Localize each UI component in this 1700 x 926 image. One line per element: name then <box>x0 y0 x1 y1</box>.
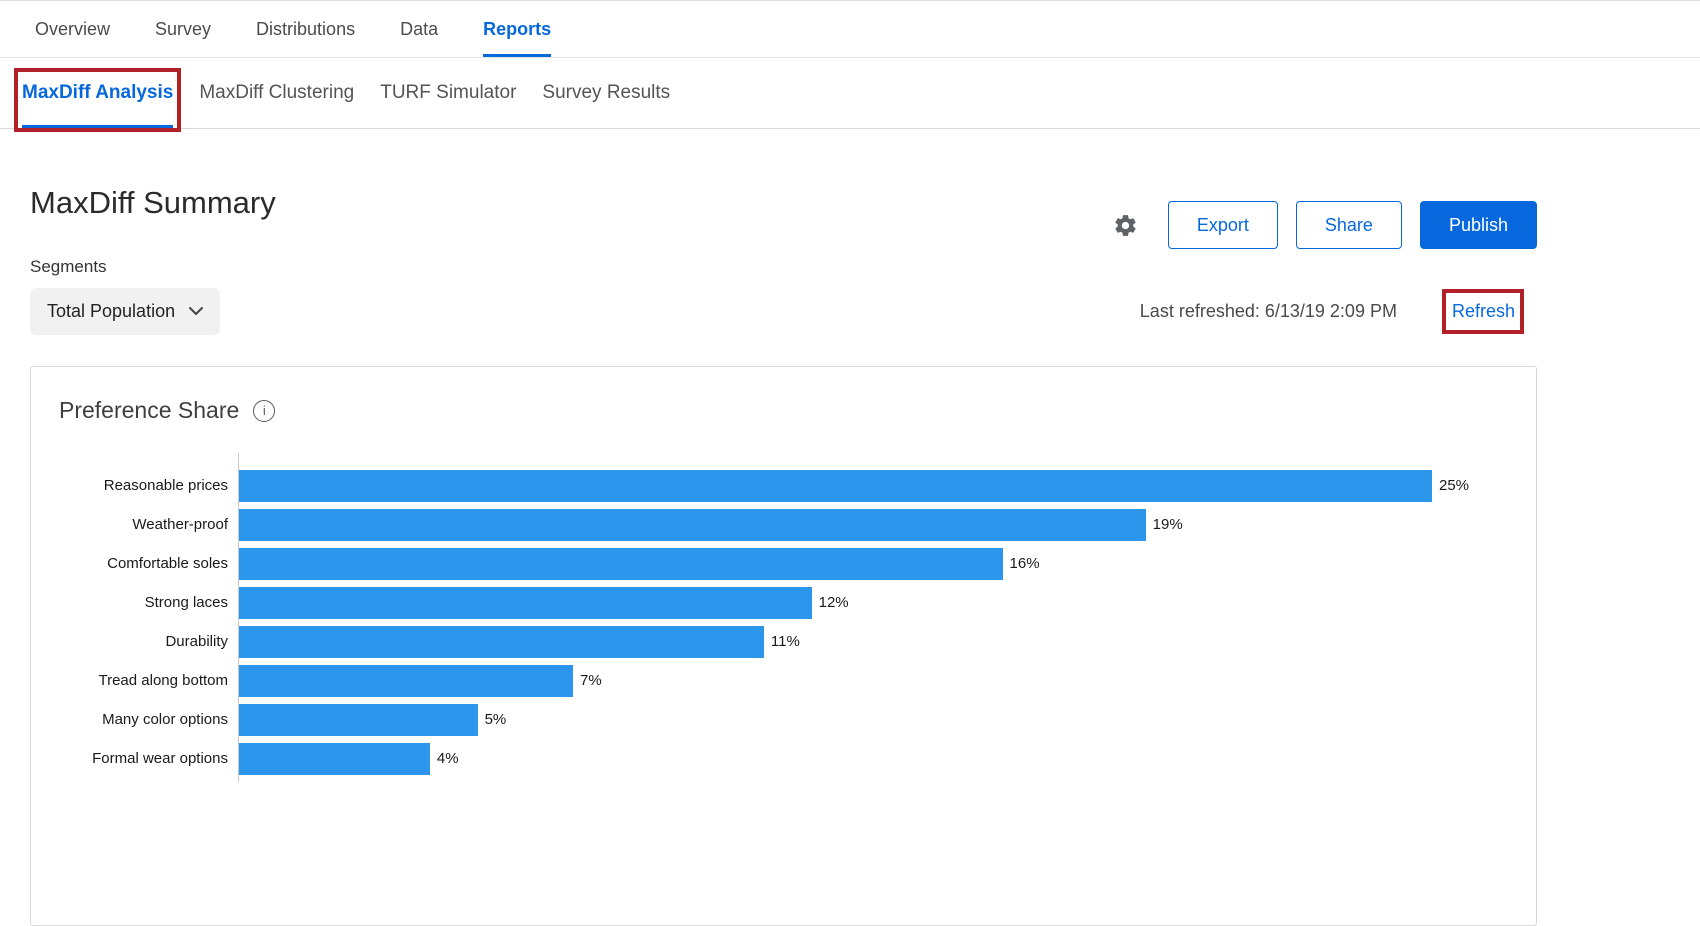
maxdiff-report-page: { "top_nav": { "items": [ { "label": "Ov… <box>0 0 1700 846</box>
page-title: MaxDiff Summary <box>30 185 276 220</box>
main-content: MaxDiff Summary Export Share Publish Seg… <box>30 129 1537 926</box>
top-nav: Overview Survey Distributions Data Repor… <box>0 1 1700 58</box>
bar-category-label: Durability <box>165 633 228 650</box>
chevron-down-icon <box>189 307 204 315</box>
bar <box>239 508 1146 541</box>
segments-row: Total Population Last refreshed: 6/13/19… <box>30 288 1537 335</box>
bar-area: 19% <box>238 505 1536 544</box>
chart-row: Durability 11% <box>59 622 1536 661</box>
subtab-label: MaxDiff Analysis <box>22 82 174 103</box>
bar-area: 11% <box>238 622 1536 661</box>
bar <box>239 469 1432 502</box>
segments-dropdown[interactable]: Total Population <box>30 288 221 335</box>
chart-rows: Reasonable prices 25% Weather-proof 19% Comf… <box>59 453 1536 782</box>
card-title: Preference Share <box>59 397 240 423</box>
bar-area: 12% <box>238 583 1536 622</box>
bar-value-label: 5% <box>484 711 507 728</box>
chart-row: Strong laces 12% <box>59 583 1536 622</box>
bar-area: 7% <box>238 661 1536 700</box>
tab-data[interactable]: Data <box>400 18 439 39</box>
tab-survey[interactable]: Survey <box>155 18 212 39</box>
bar <box>239 703 478 736</box>
bar-category-label: Weather-proof <box>132 516 228 533</box>
bar <box>239 625 764 658</box>
bar-value-label: 19% <box>1152 516 1183 533</box>
tab-overview[interactable]: Overview <box>35 18 111 39</box>
segments-label: Segments <box>30 257 107 276</box>
bar-value-label: 7% <box>580 672 602 689</box>
refresh-link[interactable]: Refresh <box>1451 301 1515 321</box>
preference-share-chart: Reasonable prices 25% Weather-proof 19% Comf… <box>59 453 1536 782</box>
refresh-area: Last refreshed: 6/13/19 2:09 PM Refresh <box>1139 289 1524 334</box>
last-refreshed-text: Last refreshed: 6/13/19 2:09 PM <box>1139 301 1397 321</box>
subtab-survey-results[interactable]: Survey Results <box>542 82 671 103</box>
bar-value-label: 4% <box>436 750 459 767</box>
bar-category-label: Strong laces <box>144 594 228 611</box>
bar-category-label: Reasonable prices <box>103 477 228 494</box>
bar-value-label: 12% <box>818 594 849 611</box>
settings-gear-icon[interactable] <box>1113 213 1138 238</box>
chart-row: Formal wear options 4% <box>59 739 1536 778</box>
bar <box>239 742 430 775</box>
bar <box>239 586 812 619</box>
report-sub-nav: MaxDiff Analysis MaxDiff Clustering TURF… <box>0 58 1700 132</box>
header-actions: Export Share Publish <box>1113 201 1537 249</box>
bar-category-label: Formal wear options <box>92 750 228 767</box>
bar-category-label: Many color options <box>102 711 228 728</box>
bar <box>239 664 574 697</box>
bar-value-label: 16% <box>1009 555 1040 572</box>
subtab-maxdiff-clustering[interactable]: MaxDiff Clustering <box>199 82 355 103</box>
preference-share-card: Preference Share i Reasonable prices 25% W… <box>30 366 1537 926</box>
chart-row: Many color options 5% <box>59 700 1536 739</box>
header-row: MaxDiff Summary Export Share Publish <box>30 185 1537 249</box>
bar-category-label: Tread along bottom <box>98 672 228 689</box>
bar-value-label: 25% <box>1439 477 1470 494</box>
chart-row: Comfortable soles 16% <box>59 544 1536 583</box>
export-button[interactable]: Export <box>1167 201 1278 249</box>
publish-button[interactable]: Publish <box>1419 201 1537 249</box>
bar-area: 4% <box>238 739 1536 778</box>
bar-area: 5% <box>238 700 1536 739</box>
chart-row: Weather-proof 19% <box>59 505 1536 544</box>
card-title-row: Preference Share i <box>59 397 1536 424</box>
chart-row: Tread along bottom 7% <box>59 661 1536 700</box>
tab-reports[interactable]: Reports <box>483 1 552 57</box>
bar-area: 25% <box>238 466 1536 505</box>
share-button[interactable]: Share <box>1295 201 1402 249</box>
info-icon[interactable]: i <box>253 399 276 422</box>
bar-value-label: 11% <box>770 633 800 650</box>
chart-row: Reasonable prices 25% <box>59 466 1536 505</box>
subtab-maxdiff-analysis[interactable]: MaxDiff Analysis <box>14 58 182 132</box>
tab-distributions[interactable]: Distributions <box>256 18 356 39</box>
segments-selected-value: Total Population <box>47 301 176 321</box>
bar-area: 16% <box>238 544 1536 583</box>
bar <box>239 547 1003 580</box>
bar-category-label: Comfortable soles <box>107 555 228 572</box>
subtab-turf-simulator[interactable]: TURF Simulator <box>380 82 517 103</box>
